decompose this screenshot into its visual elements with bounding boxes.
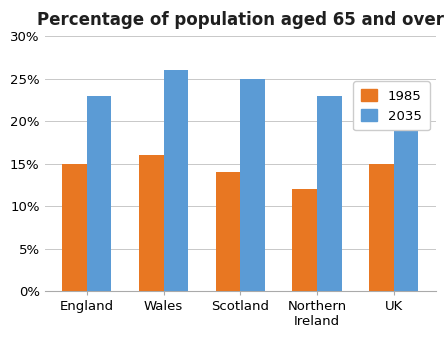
Bar (62, 164, 87, 291)
Bar (292, 189, 317, 291)
Bar (164, 70, 188, 291)
Bar (216, 172, 240, 291)
Bar (139, 155, 164, 291)
Legend: 1985, 2035: 1985, 2035 (353, 81, 429, 131)
Bar (87, 96, 111, 291)
Bar (369, 164, 394, 291)
Bar (240, 79, 265, 291)
Bar (317, 96, 342, 291)
Bar (394, 96, 418, 291)
Title: Percentage of population aged 65 and over: Percentage of population aged 65 and ove… (37, 11, 444, 29)
